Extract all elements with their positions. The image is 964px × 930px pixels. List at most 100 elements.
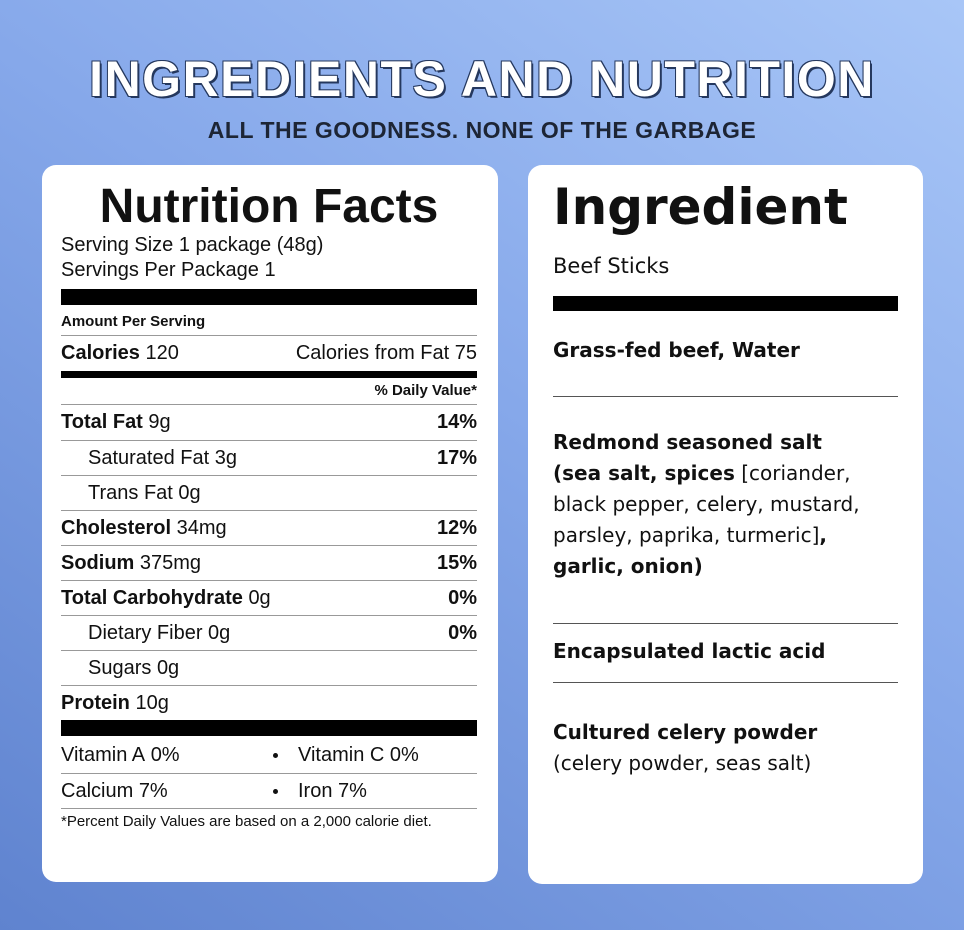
footnote: *Percent Daily Values are based on a 2,0… <box>61 808 477 831</box>
vitamin: Vitamin C 0% <box>269 744 477 767</box>
vitamin-label: Vitamin C <box>298 744 385 766</box>
vitamin-label: Vitamin A <box>61 744 146 766</box>
nutrient-row: Cholesterol 34mg 12% <box>61 510 477 545</box>
nutrient-amount: 9g <box>148 411 171 433</box>
daily-value: 14% <box>436 411 477 433</box>
value: 75 <box>454 342 477 364</box>
nutrient: Sodium 375mg <box>61 552 201 575</box>
divider <box>553 296 898 311</box>
label: Calories <box>61 342 140 364</box>
nutrient-label: Protein <box>61 691 130 714</box>
daily-value: 17% <box>436 446 477 469</box>
vitamin-value: 0% <box>150 744 180 766</box>
nutrient-row: Total Fat 9g 14% <box>61 405 477 440</box>
vitamin-row: Vitamin A 0% Vitamin C 0% <box>61 738 477 773</box>
ingredient-title: Ingredient <box>553 178 848 236</box>
ingredient-text: Encapsulated lactic acid <box>553 639 826 663</box>
nutrient-row: Trans Fat 0g <box>61 475 477 510</box>
ingredient-card: Ingredient Beef Sticks Grass-fed beef, W… <box>528 165 923 884</box>
nutrient: Total Fat 9g <box>61 411 171 434</box>
title: INGREDIENTS AND NUTRITION <box>89 51 875 107</box>
daily-value-header: % Daily Value* <box>374 382 477 399</box>
daily-value: 0% <box>448 586 477 609</box>
vitamin: Calcium 7% <box>61 780 269 803</box>
nutrient: Trans Fat 0g <box>61 482 201 505</box>
nutrient-amount: 0g <box>178 481 201 504</box>
vitamin: Iron 7% <box>269 780 477 803</box>
ingredient-line: (celery powder, seas salt) <box>553 748 898 779</box>
ingredient-item: Cultured celery powder (celery powder, se… <box>553 682 898 779</box>
ingredient-text: , garlic, onion) <box>553 523 827 578</box>
label: Servings Per Package <box>61 259 259 281</box>
nutrient-row: Saturated Fat 3g 17% <box>61 440 477 475</box>
nutrient-row: Dietary Fiber 0g 0% <box>61 615 477 650</box>
ingredient-text: Cultured celery powder <box>553 720 818 744</box>
daily-value: 12% <box>436 516 477 539</box>
nutrient-rows: Total Fat 9g 14% Saturated Fat 3g 17% Trans … <box>61 404 477 720</box>
value: 1 <box>264 259 276 281</box>
ingredient-item: Grass-fed beef, Water <box>553 311 898 396</box>
nutrient-row: Sugars 0g <box>61 650 477 685</box>
ingredient-text: (sea salt, spices <box>553 461 735 485</box>
vitamin-value: 7% <box>138 779 168 802</box>
serving-size: Serving Size 1 package (48g) <box>61 233 477 258</box>
nutrient-label: Dietary Fiber <box>88 621 203 644</box>
ingredient-subtitle: Beef Sticks <box>553 254 670 278</box>
nutrient-label: Sugars <box>88 656 152 679</box>
nutrient-label: Trans Fat <box>88 481 173 504</box>
nutrition-card: Nutrition Facts Serving Size 1 package (… <box>42 165 498 882</box>
nutrient-label: Total Fat <box>61 411 143 433</box>
nutrition-title: Nutrition Facts <box>99 180 439 233</box>
vitamin: Vitamin A 0% <box>61 744 269 767</box>
nutrient: Protein 10g <box>61 692 169 715</box>
ingredient-text: (celery powder, seas salt) <box>553 751 812 775</box>
nutrient-row: Total Carbohydrate 0g 0% <box>61 580 477 615</box>
label: Calories from Fat <box>295 342 450 364</box>
nutrient-row: Protein 10g <box>61 685 477 720</box>
ingredient-line: Cultured celery powder <box>553 717 898 748</box>
nutrient-amount: 3g <box>214 446 237 469</box>
bullet <box>273 788 278 794</box>
ingredient-line: Encapsulated lactic acid <box>553 636 898 667</box>
nutrient-label: Saturated Fat <box>88 446 210 469</box>
ingredient-line: Grass-fed beef, Water <box>553 335 898 366</box>
nutrient-row: Sodium 375mg 15% <box>61 545 477 580</box>
divider <box>61 289 477 305</box>
daily-value: 15% <box>436 551 477 574</box>
bullet <box>273 753 278 758</box>
nutrient: Sugars 0g <box>61 657 179 680</box>
daily-value: 0% <box>448 621 477 644</box>
nutrient-amount: 34mg <box>176 516 227 539</box>
vitamin-value: 0% <box>389 744 419 766</box>
nutrient: Cholesterol 34mg <box>61 517 227 540</box>
ingredient-text: [coriander, black pepper, celery, mustar… <box>553 461 860 547</box>
subtitle: ALL THE GOODNESS. NONE OF THE GARBAGE <box>207 117 757 143</box>
nutrient-label: Cholesterol <box>61 516 172 539</box>
nutrient-amount: 375mg <box>139 551 202 574</box>
amount-per-serving: Amount Per Serving <box>61 309 477 336</box>
ingredient-line: Redmond seasoned salt <box>553 427 898 458</box>
label: Serving Size <box>61 234 174 256</box>
value: 120 <box>145 342 179 364</box>
servings: Servings Per Package 1 <box>61 258 477 283</box>
ingredient-line: (sea salt, spices [coriander, black pepp… <box>553 458 898 582</box>
nutrient-label: Total Carbohydrate <box>61 586 243 609</box>
nutrient-amount: 10g <box>135 691 169 714</box>
vitamin-value: 7% <box>338 779 367 802</box>
ingredient-list: Grass-fed beef, Water Redmond seasoned sa… <box>553 311 898 779</box>
value: 1 package (48g) <box>178 234 324 256</box>
nutrient: Saturated Fat 3g <box>61 447 237 470</box>
nutrient-amount: 0g <box>208 621 231 644</box>
calories-row: Calories 120 Calories from Fat 75 <box>61 336 477 371</box>
divider <box>61 720 477 736</box>
vitamin-row: Calcium 7% Iron 7% <box>61 773 477 808</box>
vitamin-label: Iron <box>298 779 333 802</box>
nutrient-label: Sodium <box>61 551 135 574</box>
divider <box>61 371 477 378</box>
nutrient-amount: 0g <box>156 656 180 679</box>
nutrient: Dietary Fiber 0g <box>61 622 230 645</box>
ingredient-item: Redmond seasoned salt (sea salt, spices [… <box>553 396 898 623</box>
vitamin-label: Calcium <box>61 779 134 802</box>
ingredient-text: Redmond seasoned salt <box>553 430 822 454</box>
